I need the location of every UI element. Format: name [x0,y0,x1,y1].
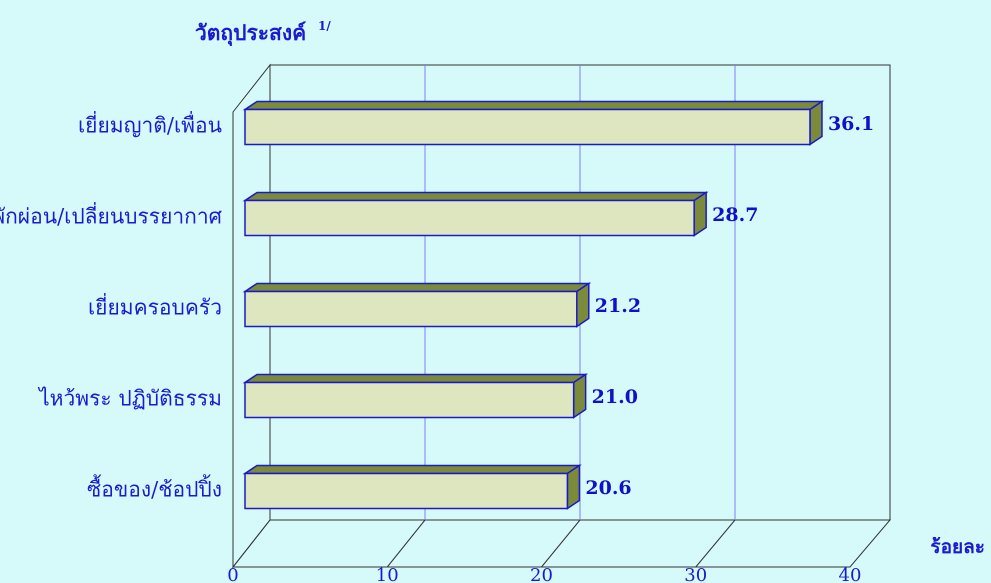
floor-grid-line [695,519,736,568]
value-label: 21.0 [592,386,638,408]
bar [242,373,589,419]
bar-top [242,100,825,111]
bar-side [809,100,823,146]
bar [242,282,592,328]
x-tick-label: 0 [227,565,238,583]
bar-front [244,290,578,328]
x-tick-label: 40 [839,565,862,583]
bar-top [242,464,582,475]
value-label: 28.7 [712,204,758,226]
bar-top [242,191,709,202]
category-label: พักผ่อน/เปลี่ยนบรรยากาศ [0,202,223,229]
x-tick-label: 10 [376,565,399,583]
category-label: ไหว้พระ ปฏิบัติธรรม [37,387,222,411]
bar-side [693,191,707,237]
bar-side [576,282,590,328]
floor-grid-line [541,519,581,568]
category-label: ซื้อของ/ช้อปปิ้ง [87,475,222,502]
category-label: เยี่ยมครอบครัว [88,293,222,320]
value-label: 21.2 [595,295,641,317]
bar-front [244,108,811,146]
bar-side [572,373,587,419]
floor [231,519,892,568]
bar-top [242,282,592,293]
bar-front [244,199,695,237]
bar [242,100,825,146]
bar-top [242,373,589,384]
bar [242,191,709,237]
x-axis-label: ร้อยละ [930,536,985,558]
x-tick-label: 20 [530,565,553,583]
value-label: 20.6 [585,477,631,499]
bar [242,464,582,510]
chart-title: วัตถุประสงค์ [195,20,306,47]
category-label: เยี่ยมญาติ/เพื่อน [78,111,222,138]
floor-grid-line [386,519,426,568]
x-tick-label: 30 [684,565,707,583]
bar-front [244,472,569,510]
bar-front [244,381,575,419]
bar-side [566,464,581,510]
title-note: 1/ [318,19,331,33]
value-label: 36.1 [828,113,874,135]
